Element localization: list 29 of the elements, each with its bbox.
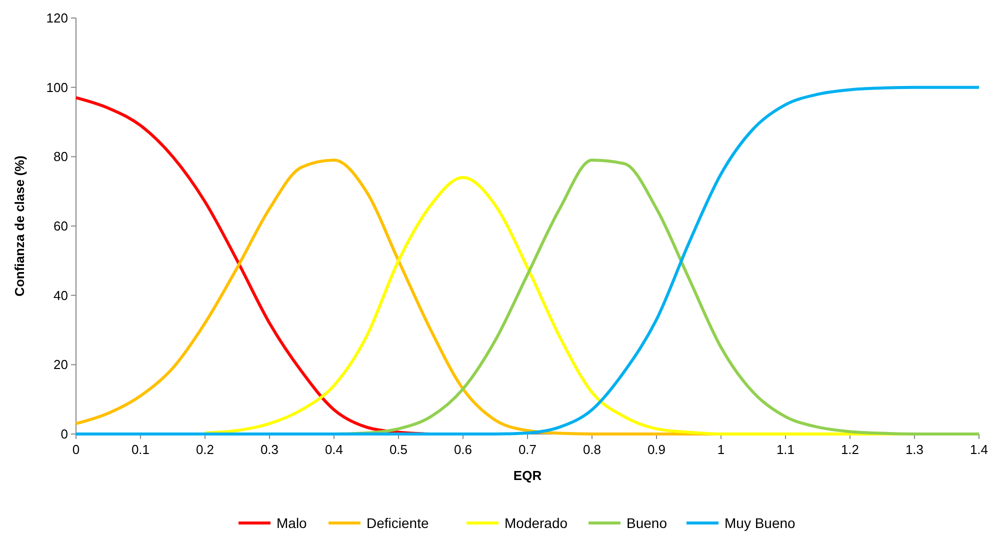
x-tick-label: 0.1 <box>131 442 150 457</box>
y-tick-label: 80 <box>54 149 68 164</box>
x-tick-label: 0.9 <box>647 442 666 457</box>
x-tick-label: 0.2 <box>196 442 214 457</box>
y-axis-title: Confianza de clase (%) <box>12 156 27 296</box>
legend-label: Malo <box>276 515 308 531</box>
legend-label: Deficiente <box>366 515 429 531</box>
x-tick-label: 0.7 <box>518 442 537 457</box>
y-tick-label: 60 <box>54 218 68 234</box>
x-axis-title: EQR <box>513 468 542 483</box>
x-tick-label: 0.8 <box>582 442 602 457</box>
y-tick-label: 120 <box>46 10 68 26</box>
x-tick-label: 0.3 <box>260 442 279 457</box>
y-tick-label: 0 <box>60 426 68 442</box>
y-tick-label: 20 <box>54 357 68 372</box>
legend-label: Moderado <box>504 515 568 531</box>
x-tick-label: 0.4 <box>324 442 344 457</box>
x-tick-label: 0.6 <box>454 442 472 457</box>
x-tick-label: 1.1 <box>776 442 795 457</box>
x-tick-label: 1.4 <box>970 442 988 457</box>
x-tick-label: 0 <box>72 442 80 457</box>
x-tick-label: 1.3 <box>905 442 924 457</box>
x-tick-label: 1 <box>717 442 725 457</box>
legend-label: Bueno <box>626 515 668 531</box>
legend-label: Muy Bueno <box>724 515 796 531</box>
y-tick-label: 40 <box>54 288 68 303</box>
x-tick-label: 1.2 <box>840 442 860 457</box>
y-tick-label: 100 <box>46 80 68 95</box>
x-tick-label: 0.5 <box>389 442 408 457</box>
